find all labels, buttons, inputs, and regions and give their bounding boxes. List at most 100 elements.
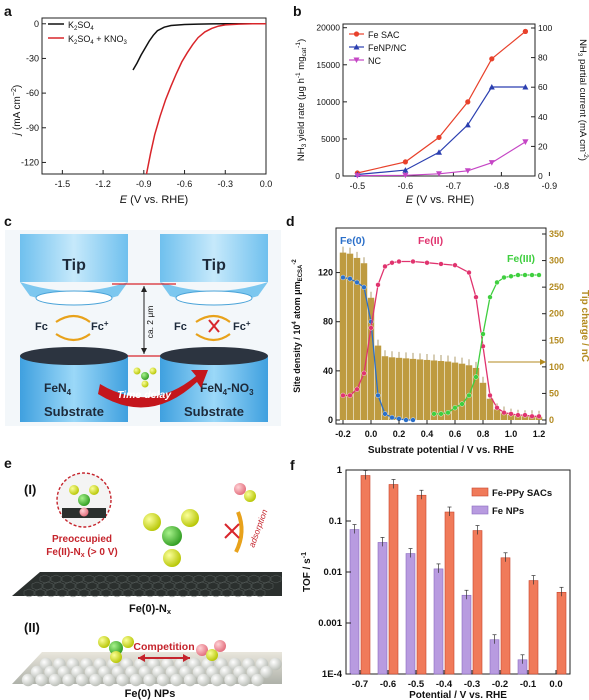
lattice-hex <box>152 581 164 591</box>
np-atom <box>62 673 75 687</box>
f-xtick-label: -0.1 <box>520 679 537 690</box>
competition-arrow-left-head <box>138 654 145 662</box>
d-point <box>396 258 402 265</box>
panel-d-yticks-right: 0 50 100 150 200 250 300 350 <box>542 229 564 425</box>
graphene-sheet <box>12 572 282 596</box>
b-point-fe-sac <box>402 159 408 165</box>
b-ytick-label: 5000 <box>321 134 340 144</box>
lattice-hex <box>122 588 134 598</box>
a-ytick-label: -60 <box>26 88 39 98</box>
inset-molecule <box>62 485 106 518</box>
d-y2tick-label: 250 <box>549 282 564 292</box>
lattice-hex <box>251 581 263 591</box>
substrate-left-body <box>20 356 128 422</box>
b-curve-2 <box>357 141 526 177</box>
d-point <box>536 272 542 278</box>
f-bar <box>444 511 455 675</box>
d-bar <box>395 357 403 420</box>
d-point <box>536 413 542 419</box>
panel-c: c Tip Tip ca. 2 μm Fc Fc+ Fc Fc+ <box>4 213 281 426</box>
legend-label-fenp-nc: FeNP/NC <box>368 43 407 53</box>
d-bar <box>367 297 375 420</box>
adsorption-blocked-cross <box>224 523 240 539</box>
d-point <box>438 261 444 267</box>
competitor-on-np <box>196 640 226 661</box>
d-point <box>480 331 486 337</box>
lattice-hex <box>193 574 205 584</box>
lattice-hex <box>133 588 145 598</box>
lattice-hex <box>262 581 274 591</box>
d-curve-2 <box>434 274 539 415</box>
panel-b-xticks: -0.5 -0.6 -0.7 -0.8 -0.9 <box>350 172 557 191</box>
np-atom <box>102 673 116 687</box>
fc-left-label: Fc <box>35 321 48 333</box>
b-point-fe-sac <box>522 28 529 35</box>
b-point-nc <box>436 171 442 177</box>
panel-d-ylabel-left: Site density / 104 atom μmECSA-2 <box>292 259 304 393</box>
b-point-fe-sac <box>489 56 495 62</box>
fcplus-right-label: Fc+ <box>233 319 251 333</box>
adsorption-arrow <box>234 511 244 553</box>
f-xtick-label: -0.4 <box>436 679 453 690</box>
a-xtick-label: -0.6 <box>177 179 193 189</box>
panel-b-ylabel-right: NH3 partial current (mA cm-2) <box>576 39 589 161</box>
d-bar <box>437 361 445 420</box>
panel-e: e (I) Preoccupied Fe(II)-Nx (> 0 V) <box>4 455 282 700</box>
b-ytick-label: 20000 <box>316 23 340 33</box>
b-point-fenp-nc <box>436 149 442 155</box>
tip-left-face <box>35 290 113 306</box>
d-ytick-label: 80 <box>323 317 333 327</box>
panel-a-xlabel: E (V vs. RHE) <box>120 194 188 206</box>
d-point <box>508 273 514 279</box>
f-xtick-label: -0.2 <box>492 679 508 690</box>
d-bar <box>409 358 417 420</box>
d-ytick-label: 40 <box>323 366 333 376</box>
panel-a-curves <box>132 23 266 175</box>
d-point <box>347 392 353 399</box>
np-atom <box>269 657 282 671</box>
d-point <box>515 412 521 418</box>
lattice-hex <box>130 581 142 591</box>
f-bar <box>461 594 472 675</box>
d-point <box>459 401 465 407</box>
d-point <box>487 392 493 399</box>
lattice-hex <box>177 588 189 598</box>
panel-f-legend: Fe-PPy SACs Fe NPs <box>471 487 552 517</box>
b-y2tick-label: 60 <box>538 82 548 92</box>
lattice-hex <box>229 581 241 591</box>
legend-marker-fe-sac <box>353 31 360 37</box>
d-point <box>522 272 528 278</box>
lattice-hex <box>155 588 167 598</box>
panel-a-frame <box>41 17 267 175</box>
a-curve-1 <box>145 23 266 175</box>
d-xtick-label: -0.2 <box>335 429 351 439</box>
time-delay-label: Time delay <box>117 389 172 401</box>
substrate-left-surface <box>20 347 128 365</box>
legend-swatch-fe-ppy-sacs <box>471 487 489 497</box>
redox-arrow-left-bottom <box>55 333 91 342</box>
panel-a-yticks: 0 -30 -60 -90 -120 <box>21 19 46 167</box>
fc-right-label: Fc <box>174 321 187 333</box>
b-point-nc <box>354 173 361 179</box>
lattice-hex <box>149 574 161 584</box>
lattice-hex <box>119 581 131 591</box>
np-atom <box>75 673 89 687</box>
lattice-hex <box>141 581 153 591</box>
d-y2tick-label: 200 <box>549 309 564 319</box>
f-bar <box>500 557 511 675</box>
d-ytick-label: 120 <box>318 268 333 278</box>
d-bar <box>388 357 396 420</box>
f-bar <box>349 529 360 675</box>
d-point <box>473 294 479 300</box>
np-atom <box>156 673 170 687</box>
d-point <box>382 263 388 270</box>
lattice-hex <box>56 588 68 598</box>
legend-marker-fenp-nc <box>353 44 360 50</box>
legend-label-fe-ppy-sacs: Fe-PPy SACs <box>492 488 552 499</box>
lattice-hex <box>45 588 57 598</box>
panel-d-yticks-left: 0 40 80 120 <box>318 268 340 425</box>
d-xtick-label: 1.2 <box>533 429 546 439</box>
panel-f-xlabel: Potential / V vs. RHE <box>409 690 507 700</box>
lattice-hex <box>171 574 183 584</box>
a-ytick-label: -90 <box>26 123 39 133</box>
